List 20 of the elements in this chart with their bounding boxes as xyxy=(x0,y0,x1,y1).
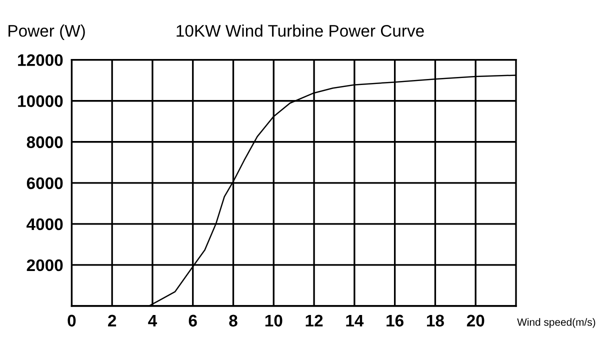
y-tick-label: 8000 xyxy=(26,136,63,148)
y-tick-label: 4000 xyxy=(26,218,63,230)
x-tick-label: 0 xyxy=(68,314,76,327)
x-tick-label: 12 xyxy=(306,314,323,326)
x-tick-label: 20 xyxy=(466,314,484,327)
x-tick-label: 6 xyxy=(188,314,197,327)
x-tick-label: 10 xyxy=(265,314,282,327)
y-axis-title: Power (W) xyxy=(8,24,85,40)
x-tick-label: 4 xyxy=(148,314,158,326)
y-tick-label: 2000 xyxy=(26,259,63,272)
x-tick-label: 16 xyxy=(386,314,404,327)
x-tick-label: 18 xyxy=(427,314,444,327)
x-tick-label: 2 xyxy=(108,314,116,326)
x-tick-label: 8 xyxy=(229,314,238,327)
x-axis-title: Wind speed(m/s) xyxy=(517,318,596,328)
chart-title: 10KW Wind Turbine Power Curve xyxy=(176,24,424,37)
y-tick-label: 6000 xyxy=(26,177,63,190)
y-tick-label: 12000 xyxy=(18,54,63,66)
x-tick-label: 14 xyxy=(346,314,364,326)
y-tick-label: 10000 xyxy=(18,95,63,108)
